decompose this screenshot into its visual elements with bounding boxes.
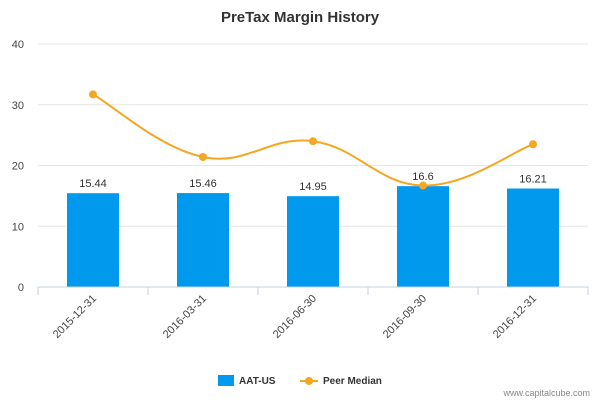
- y-tick-label: 20: [12, 161, 24, 173]
- bar-data-label: 16.6: [412, 171, 433, 183]
- y-tick-label: 30: [12, 100, 24, 112]
- y-tick-label: 0: [18, 282, 24, 294]
- line-series: [89, 90, 537, 190]
- x-axis: 2015-12-31 2016-03-31 2016-06-30 2016-09-30…: [37, 286, 589, 341]
- bar-data-label: 14.95: [299, 181, 327, 193]
- chart-title: PreTax Margin History: [221, 9, 380, 26]
- legend: AAT-US Peer Median: [218, 375, 382, 387]
- legend-swatch-aat-us: [218, 375, 234, 386]
- legend-label-aat-us: AAT-US: [239, 376, 276, 387]
- bar[interactable]: [177, 193, 229, 287]
- peer-median-point[interactable]: [419, 181, 427, 190]
- bar[interactable]: [287, 196, 339, 287]
- peer-median-point[interactable]: [529, 140, 537, 149]
- y-tick-label: 40: [12, 39, 24, 51]
- x-tick-label: 2016-03-31: [161, 293, 209, 341]
- x-tick-label: 2016-12-31: [491, 293, 539, 341]
- bar[interactable]: [67, 193, 119, 287]
- legend-item-aat-us[interactable]: AAT-US: [218, 375, 276, 387]
- legend-marker-peer-median: [305, 377, 313, 385]
- bar-series: [67, 186, 559, 287]
- x-tick-label: 2016-06-30: [271, 293, 319, 341]
- y-axis: 0 10 20 30 40: [12, 39, 24, 294]
- bar-data-label: 15.46: [189, 178, 217, 190]
- bar-data-label: 15.44: [79, 178, 107, 190]
- bar[interactable]: [507, 188, 559, 287]
- x-tick-label: 2016-09-30: [381, 293, 429, 341]
- data-labels: 15.44 15.46 14.95 16.6 16.21: [79, 171, 547, 193]
- bar[interactable]: [397, 186, 449, 287]
- peer-median-point[interactable]: [89, 90, 97, 99]
- credit-text: www.capitalcube.com: [502, 388, 590, 398]
- legend-label-peer-median: Peer Median: [323, 376, 382, 387]
- y-tick-label: 10: [12, 221, 24, 233]
- peer-median-point[interactable]: [309, 137, 317, 146]
- legend-item-peer-median[interactable]: Peer Median: [300, 376, 382, 387]
- peer-median-point[interactable]: [199, 152, 207, 161]
- bar-data-label: 16.21: [519, 174, 547, 186]
- x-tick-label: 2015-12-31: [51, 293, 99, 341]
